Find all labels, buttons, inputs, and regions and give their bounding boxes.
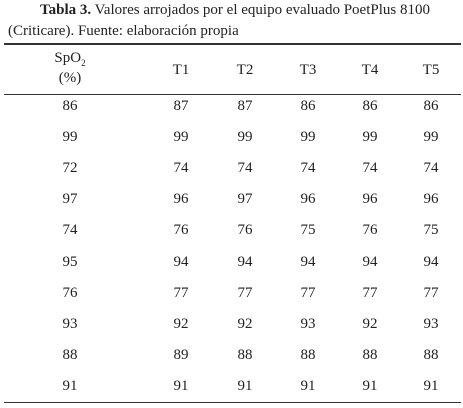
header-main: SpO xyxy=(54,50,82,66)
table-cell: 88 xyxy=(423,346,439,363)
table-cell: 91 xyxy=(62,377,78,394)
caption-label: Tabla 3. xyxy=(40,2,92,18)
table-cell: 99 xyxy=(362,129,378,146)
table-cell: 76 xyxy=(173,222,189,239)
table-cell: 86 xyxy=(300,98,316,114)
table-cell: 74 xyxy=(300,160,316,177)
table-cell: 93 xyxy=(423,315,439,332)
table-cell: 96 xyxy=(362,191,378,208)
table-cell: 77 xyxy=(173,284,189,301)
header-rule xyxy=(4,94,461,95)
table-cell: 87 xyxy=(237,98,253,114)
table-cell: 91 xyxy=(423,377,439,394)
table-cell: 97 xyxy=(62,191,78,208)
table-cell: 99 xyxy=(62,129,78,146)
header-cell: T1 xyxy=(172,62,190,78)
table-cell: 91 xyxy=(173,377,189,394)
table-cell: 76 xyxy=(362,222,378,239)
header-unit: (%) xyxy=(58,70,82,86)
table-cell: 94 xyxy=(362,253,378,270)
table-cell: 91 xyxy=(300,377,316,394)
table-cell: 99 xyxy=(300,129,316,146)
header-cell: SpO2 xyxy=(40,48,100,73)
table-cell: 74 xyxy=(62,222,78,239)
caption-line: (Criticare). Fuente: elaboración propia xyxy=(8,23,239,39)
table-cell: 77 xyxy=(423,284,439,301)
table-cell: 77 xyxy=(300,284,316,301)
table-cell: 91 xyxy=(237,377,253,394)
table-cell: 88 xyxy=(300,346,316,363)
table-cell: 74 xyxy=(173,160,189,177)
table-cell: 76 xyxy=(62,284,78,301)
table-cell: 86 xyxy=(362,98,378,114)
table-cell: 92 xyxy=(362,315,378,332)
table-cell: 86 xyxy=(62,98,78,114)
table-cell: 93 xyxy=(300,315,316,332)
table-cell: 99 xyxy=(237,129,253,146)
table-cell: 88 xyxy=(362,346,378,363)
table-cell: 97 xyxy=(237,191,253,208)
header-cell: T4 xyxy=(361,62,379,78)
bottom-rule xyxy=(4,402,461,403)
table-cell: 91 xyxy=(362,377,378,394)
table-cell: 89 xyxy=(173,346,189,363)
table-cell: 76 xyxy=(237,222,253,239)
table-cell: 94 xyxy=(173,253,189,270)
table-cell: 99 xyxy=(173,129,189,146)
table-cell: 94 xyxy=(423,253,439,270)
table-cell: 77 xyxy=(362,284,378,301)
caption-line: Tabla 3. Valores arrojados por el equipo… xyxy=(40,2,430,19)
header-cell: T2 xyxy=(236,62,254,78)
table-cell: 86 xyxy=(423,98,439,114)
table-cell: 87 xyxy=(173,98,189,114)
header-cell: T3 xyxy=(299,62,317,78)
table-cell: 93 xyxy=(62,315,78,332)
table-cell: 75 xyxy=(423,222,439,239)
header-sub: 2 xyxy=(81,58,86,68)
table-cell: 96 xyxy=(300,191,316,208)
table-cell: 75 xyxy=(300,222,316,239)
table-cell: 96 xyxy=(173,191,189,208)
table-cell: 72 xyxy=(62,160,78,177)
table-cell: 88 xyxy=(62,346,78,363)
table-cell: 96 xyxy=(423,191,439,208)
table-cell: 94 xyxy=(300,253,316,270)
caption-text: Valores arrojados por el equipo evaluado… xyxy=(94,2,430,18)
table-cell: 74 xyxy=(423,160,439,177)
table-cell: 88 xyxy=(237,346,253,363)
table-cell: 92 xyxy=(237,315,253,332)
table-cell: 77 xyxy=(237,284,253,301)
table-cell: 99 xyxy=(423,129,439,146)
top-rule xyxy=(4,43,461,45)
table-cell: 74 xyxy=(362,160,378,177)
header-cell: T5 xyxy=(422,62,440,78)
table-cell: 92 xyxy=(173,315,189,332)
table-cell: 74 xyxy=(237,160,253,177)
table-cell: 94 xyxy=(237,253,253,270)
table-cell: 95 xyxy=(62,253,78,270)
